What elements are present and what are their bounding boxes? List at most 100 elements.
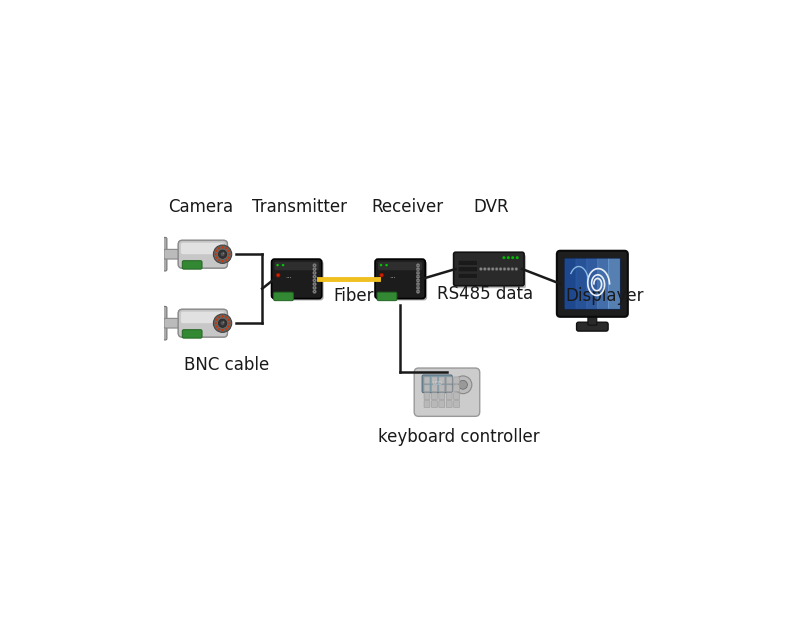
Text: ···: ··· bbox=[389, 275, 396, 281]
Circle shape bbox=[495, 268, 498, 271]
Circle shape bbox=[222, 260, 224, 262]
Circle shape bbox=[218, 259, 220, 261]
Text: ···: ··· bbox=[286, 275, 292, 281]
Circle shape bbox=[511, 256, 514, 259]
Circle shape bbox=[458, 380, 467, 389]
FancyBboxPatch shape bbox=[454, 401, 459, 408]
FancyBboxPatch shape bbox=[454, 385, 459, 392]
FancyBboxPatch shape bbox=[158, 237, 167, 271]
FancyBboxPatch shape bbox=[274, 261, 323, 300]
Text: RS485 data: RS485 data bbox=[437, 285, 534, 303]
FancyBboxPatch shape bbox=[271, 259, 322, 299]
FancyBboxPatch shape bbox=[454, 377, 459, 384]
Circle shape bbox=[215, 257, 218, 259]
Circle shape bbox=[214, 322, 217, 324]
Circle shape bbox=[491, 268, 494, 271]
FancyBboxPatch shape bbox=[424, 401, 430, 408]
FancyBboxPatch shape bbox=[181, 243, 224, 254]
Text: Transmitter: Transmitter bbox=[252, 198, 346, 216]
Text: LCD: LCD bbox=[432, 381, 442, 387]
Circle shape bbox=[454, 376, 472, 394]
FancyBboxPatch shape bbox=[565, 259, 577, 309]
FancyBboxPatch shape bbox=[422, 375, 452, 393]
FancyBboxPatch shape bbox=[178, 241, 227, 268]
Circle shape bbox=[228, 322, 230, 324]
FancyBboxPatch shape bbox=[378, 262, 422, 270]
Circle shape bbox=[222, 246, 224, 248]
Circle shape bbox=[218, 316, 220, 318]
FancyBboxPatch shape bbox=[431, 377, 438, 384]
FancyBboxPatch shape bbox=[446, 377, 452, 384]
Circle shape bbox=[227, 319, 230, 321]
FancyBboxPatch shape bbox=[446, 385, 452, 392]
Circle shape bbox=[218, 250, 226, 259]
Text: Camera: Camera bbox=[168, 198, 233, 216]
Circle shape bbox=[221, 252, 224, 256]
Circle shape bbox=[215, 319, 218, 321]
Circle shape bbox=[416, 264, 420, 267]
Circle shape bbox=[416, 275, 420, 278]
FancyBboxPatch shape bbox=[375, 259, 426, 299]
Circle shape bbox=[225, 259, 227, 261]
FancyBboxPatch shape bbox=[557, 251, 628, 317]
Circle shape bbox=[314, 272, 315, 274]
Text: Displayer: Displayer bbox=[566, 287, 644, 305]
FancyBboxPatch shape bbox=[458, 260, 478, 266]
Circle shape bbox=[227, 250, 230, 252]
Circle shape bbox=[313, 282, 316, 286]
Circle shape bbox=[222, 329, 224, 331]
FancyBboxPatch shape bbox=[454, 252, 524, 285]
Circle shape bbox=[416, 282, 420, 286]
Circle shape bbox=[503, 268, 506, 271]
Circle shape bbox=[487, 268, 490, 271]
FancyBboxPatch shape bbox=[458, 273, 478, 278]
Circle shape bbox=[507, 256, 510, 259]
FancyBboxPatch shape bbox=[158, 307, 167, 340]
FancyBboxPatch shape bbox=[181, 312, 224, 323]
Circle shape bbox=[225, 247, 227, 250]
Circle shape bbox=[214, 245, 232, 264]
FancyBboxPatch shape bbox=[178, 309, 227, 337]
Circle shape bbox=[218, 319, 226, 327]
Circle shape bbox=[225, 328, 227, 330]
Text: Receiver: Receiver bbox=[371, 198, 443, 216]
Circle shape bbox=[502, 256, 506, 259]
FancyBboxPatch shape bbox=[577, 322, 608, 331]
FancyBboxPatch shape bbox=[586, 259, 598, 309]
Circle shape bbox=[483, 268, 486, 271]
Circle shape bbox=[479, 268, 482, 271]
Circle shape bbox=[507, 268, 510, 271]
FancyBboxPatch shape bbox=[377, 292, 397, 301]
Circle shape bbox=[223, 321, 224, 323]
Circle shape bbox=[227, 326, 230, 328]
Circle shape bbox=[516, 256, 518, 259]
Circle shape bbox=[314, 287, 315, 289]
FancyBboxPatch shape bbox=[414, 368, 480, 417]
Circle shape bbox=[511, 268, 514, 271]
Circle shape bbox=[215, 250, 218, 252]
Circle shape bbox=[313, 278, 316, 282]
Circle shape bbox=[276, 273, 280, 277]
FancyBboxPatch shape bbox=[564, 258, 621, 309]
Text: keyboard controller: keyboard controller bbox=[378, 428, 540, 445]
Circle shape bbox=[276, 264, 278, 266]
Circle shape bbox=[314, 265, 315, 266]
Text: BNC cable: BNC cable bbox=[184, 356, 270, 374]
FancyBboxPatch shape bbox=[377, 261, 427, 300]
FancyBboxPatch shape bbox=[164, 250, 184, 259]
FancyBboxPatch shape bbox=[178, 309, 227, 337]
FancyBboxPatch shape bbox=[588, 308, 597, 325]
Circle shape bbox=[218, 247, 220, 250]
FancyBboxPatch shape bbox=[182, 260, 202, 269]
Circle shape bbox=[313, 264, 316, 267]
Circle shape bbox=[313, 275, 316, 278]
FancyBboxPatch shape bbox=[446, 401, 452, 408]
FancyBboxPatch shape bbox=[439, 401, 445, 408]
Circle shape bbox=[282, 264, 284, 266]
Circle shape bbox=[214, 253, 217, 255]
FancyBboxPatch shape bbox=[439, 393, 445, 399]
Circle shape bbox=[416, 278, 420, 282]
Circle shape bbox=[314, 276, 315, 277]
FancyBboxPatch shape bbox=[455, 255, 526, 288]
Circle shape bbox=[222, 316, 224, 317]
